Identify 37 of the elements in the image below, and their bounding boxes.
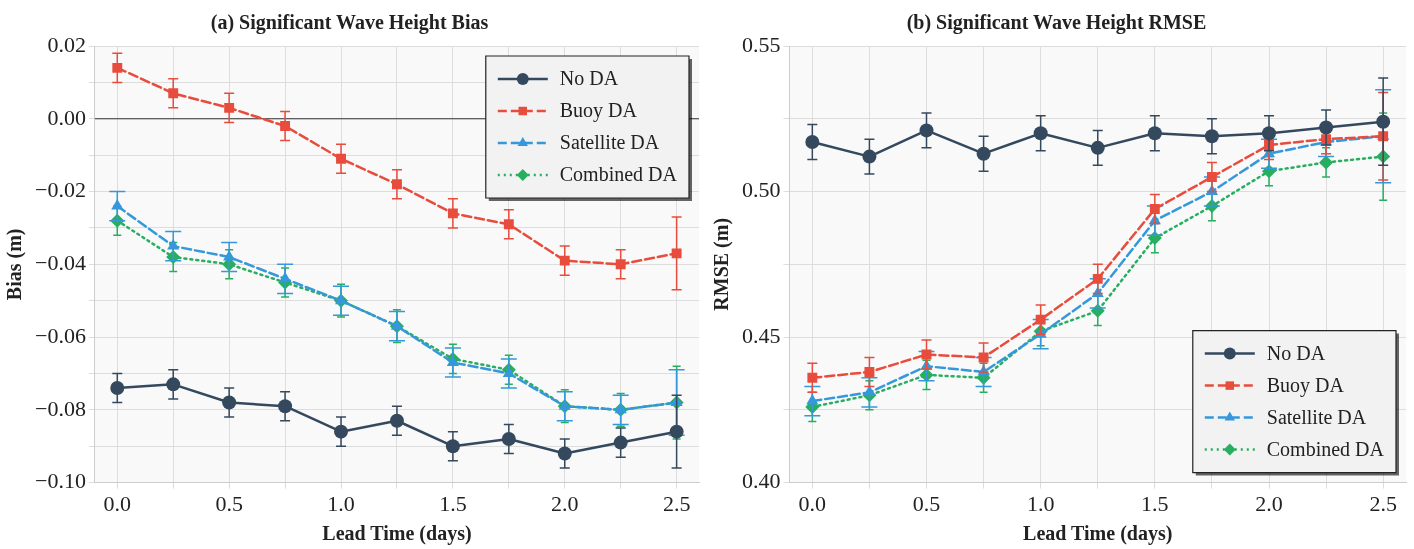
legend-label: Combined DA [1266, 437, 1385, 460]
y-tick-label: −0.04 [34, 250, 86, 276]
x-axis-title: Lead Time (days) [1023, 522, 1173, 546]
legend-label: Buoy DA [559, 99, 638, 123]
y-tick-label: −0.06 [34, 322, 86, 348]
x-tick-label: 2.0 [551, 490, 579, 516]
y-tick-label: −0.08 [34, 395, 86, 421]
y-tick-label: 0.00 [47, 104, 86, 130]
chart-title: (a) Significant Wave Height Bias [210, 11, 489, 35]
x-tick-label: 0.0 [798, 490, 827, 516]
x-tick-label: 1.0 [327, 490, 355, 516]
x-tick-label: 0.5 [215, 490, 243, 516]
y-axis-title: Bias (m) [3, 228, 27, 301]
x-tick-label: 0.5 [912, 490, 941, 516]
y-tick-label: −0.10 [34, 468, 86, 494]
y-tick-label: −0.02 [34, 177, 86, 203]
chart-title: (b) Significant Wave Height RMSE [906, 11, 1207, 35]
x-tick-label: 2.5 [662, 490, 691, 516]
y-axis-title: RMSE (m) [710, 217, 734, 311]
y-tick-label: 0.40 [742, 468, 781, 494]
legend-label: Combined DA [559, 163, 678, 186]
legend-label: Satellite DA [559, 131, 660, 154]
legend-label: No DA [559, 67, 619, 90]
x-tick-label: 1.5 [439, 490, 467, 516]
x-tick-label: 1.0 [1026, 490, 1055, 516]
y-tick-label: 0.02 [47, 31, 86, 57]
x-tick-label: 1.5 [1141, 490, 1169, 516]
x-tick-label: 2.0 [1255, 490, 1283, 516]
y-tick-label: 0.50 [742, 177, 781, 203]
y-tick-label: 0.45 [742, 322, 781, 348]
legend-label: No DA [1266, 341, 1326, 364]
legend-label: Buoy DA [1266, 373, 1345, 397]
y-tick-label: 0.55 [742, 31, 781, 57]
x-axis-title: Lead Time (days) [322, 522, 472, 546]
x-tick-label: 0.0 [103, 490, 132, 516]
legend-label: Satellite DA [1266, 405, 1367, 428]
x-tick-label: 2.5 [1369, 490, 1397, 516]
